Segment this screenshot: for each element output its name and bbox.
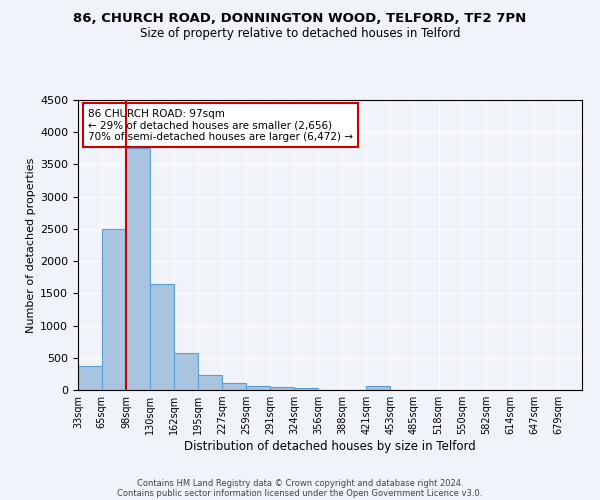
Bar	[150, 284, 174, 390]
Text: Contains public sector information licensed under the Open Government Licence v3: Contains public sector information licen…	[118, 488, 482, 498]
Bar	[295, 388, 318, 390]
Bar	[78, 366, 102, 390]
Bar	[246, 386, 270, 390]
X-axis label: Distribution of detached houses by size in Telford: Distribution of detached houses by size …	[184, 440, 476, 453]
Text: 86 CHURCH ROAD: 97sqm
← 29% of detached houses are smaller (2,656)
70% of semi-d: 86 CHURCH ROAD: 97sqm ← 29% of detached …	[88, 108, 353, 142]
Bar	[367, 386, 390, 390]
Text: 86, CHURCH ROAD, DONNINGTON WOOD, TELFORD, TF2 7PN: 86, CHURCH ROAD, DONNINGTON WOOD, TELFOR…	[73, 12, 527, 26]
Bar	[270, 387, 295, 390]
Bar	[102, 229, 127, 390]
Text: Contains HM Land Registry data © Crown copyright and database right 2024.: Contains HM Land Registry data © Crown c…	[137, 478, 463, 488]
Bar	[199, 374, 222, 390]
Y-axis label: Number of detached properties: Number of detached properties	[26, 158, 36, 332]
Bar	[174, 352, 199, 390]
Bar	[127, 148, 150, 390]
Text: Size of property relative to detached houses in Telford: Size of property relative to detached ho…	[140, 28, 460, 40]
Bar	[222, 383, 246, 390]
